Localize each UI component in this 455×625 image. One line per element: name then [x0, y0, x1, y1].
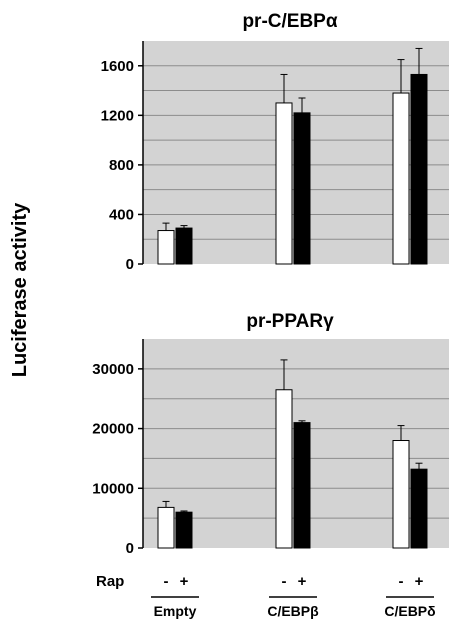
rap-condition-row: - + - + - + — [151, 573, 434, 598]
bar-c-ebp-delta-rap-minus — [392, 440, 410, 549]
group-label-empty: Empty — [154, 603, 197, 619]
y-tick-label: 1600 — [101, 58, 134, 75]
y-tick-label: 20000 — [92, 421, 134, 438]
chart-panel-ppar-gamma: pr-PPARγ 0 10000 20000 30000 — [92, 311, 449, 557]
rap-condition-plus: + — [180, 573, 189, 590]
bars-ppar-gamma — [157, 359, 428, 549]
y-ticks-c-ebp-alpha: 0 400 800 1200 1600 — [101, 41, 144, 273]
y-tick-label: 0 — [126, 540, 134, 557]
y-tick-label: 400 — [109, 206, 134, 223]
y-tick-label: 30000 — [92, 361, 134, 378]
rap-condition-minus: - — [282, 573, 287, 590]
rap-condition-plus: + — [298, 573, 307, 590]
rap-condition-minus: - — [164, 573, 169, 590]
chart-panel-c-ebp-alpha: pr-C/EBPα 0 400 800 1200 1600 — [101, 11, 449, 273]
bar-c-ebp-beta-rap-minus — [275, 102, 293, 265]
chart-title-ppar-gamma: pr-PPARγ — [246, 311, 334, 332]
bar-c-ebp-beta-rap-plus — [293, 422, 311, 549]
bars-c-ebp-alpha — [157, 47, 428, 265]
y-ticks-ppar-gamma: 0 10000 20000 30000 — [92, 339, 144, 557]
group-label-c-ebp-beta: C/EBPβ — [267, 603, 319, 619]
bar-empty-rap-minus — [157, 506, 175, 549]
y-tick-label: 0 — [126, 256, 134, 273]
bar-empty-rap-plus — [175, 511, 193, 549]
bar-empty-rap-minus — [157, 230, 175, 265]
bar-empty-rap-plus — [175, 227, 193, 265]
bar-c-ebp-delta-rap-plus — [410, 468, 428, 549]
rap-condition-minus: - — [399, 573, 404, 590]
y-tick-label: 10000 — [92, 480, 134, 497]
bar-c-ebp-beta-rap-plus — [293, 112, 311, 265]
bar-c-ebp-beta-rap-minus — [275, 389, 293, 549]
rap-label: Rap — [96, 573, 124, 590]
y-axis-label: Luciferase activity — [9, 202, 31, 377]
y-tick-label: 1200 — [101, 107, 134, 124]
group-label-c-ebp-delta: C/EBPδ — [384, 603, 435, 619]
chart-title-c-ebp-alpha: pr-C/EBPα — [242, 11, 337, 32]
bar-c-ebp-delta-rap-minus — [392, 92, 410, 265]
y-tick-label: 800 — [109, 157, 134, 174]
bar-c-ebp-delta-rap-plus — [410, 73, 428, 265]
rap-condition-plus: + — [415, 573, 424, 590]
